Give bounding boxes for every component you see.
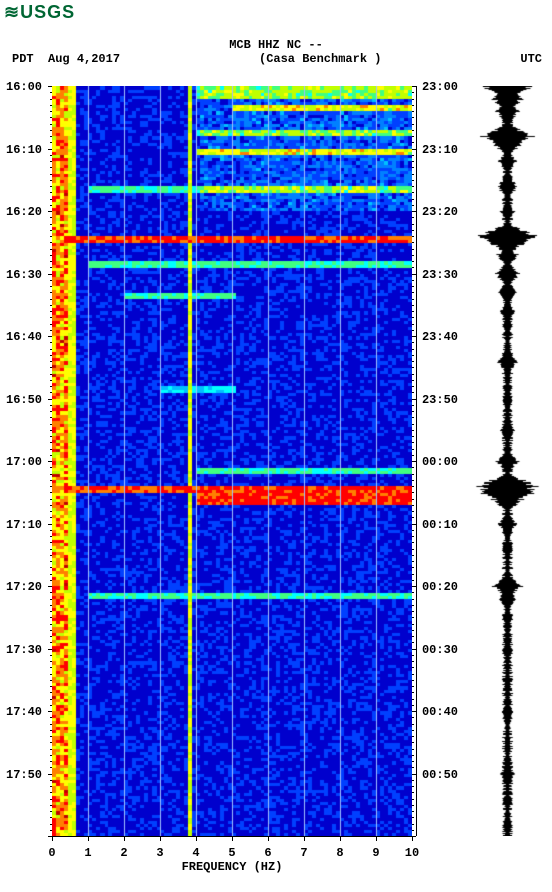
- x-tick: 3: [156, 846, 163, 860]
- x-tick: 1: [84, 846, 91, 860]
- y-tick-left: 16:20: [6, 205, 52, 219]
- x-tick: 8: [336, 846, 343, 860]
- y-tick-right: 00:10: [412, 518, 458, 532]
- y-tick-left: 17:00: [6, 455, 52, 469]
- y-tick-right: 23:40: [412, 330, 458, 344]
- x-tick: 0: [48, 846, 55, 860]
- y-tick-left: 17:30: [6, 643, 52, 657]
- spectrogram-panel: [52, 86, 412, 836]
- y-axis-right: 23:0023:1023:2023:3023:4023:5000:0000:10…: [412, 86, 458, 836]
- y-tick-left: 16:40: [6, 330, 52, 344]
- x-tick: 4: [192, 846, 199, 860]
- y-tick-right: 23:20: [412, 205, 458, 219]
- station-id: MCB HHZ NC --: [0, 38, 552, 52]
- y-tick-left: 16:50: [6, 393, 52, 407]
- seismogram-canvas: [470, 86, 545, 836]
- y-tick-left: 17:50: [6, 768, 52, 782]
- x-axis: FREQUENCY (HZ) 012345678910: [52, 836, 412, 876]
- utc-label: UTC: [520, 52, 542, 66]
- x-tick: 6: [264, 846, 271, 860]
- pdt-label: PDT Aug 4,2017: [12, 52, 120, 66]
- x-tick: 5: [228, 846, 235, 860]
- y-tick-right: 00:40: [412, 705, 458, 719]
- y-tick-left: 16:00: [6, 80, 52, 94]
- y-tick-right: 00:20: [412, 580, 458, 594]
- y-tick-right: 00:00: [412, 455, 458, 469]
- y-tick-right: 23:30: [412, 268, 458, 282]
- seismogram-panel: [470, 86, 545, 836]
- y-tick-right: 23:10: [412, 143, 458, 157]
- y-axis-left: 16:0016:1016:2016:3016:4016:5017:0017:10…: [6, 86, 52, 836]
- y-tick-right: 23:50: [412, 393, 458, 407]
- spectrogram-canvas: [52, 86, 412, 836]
- y-tick-right: 23:00: [412, 80, 458, 94]
- y-tick-left: 17:10: [6, 518, 52, 532]
- chart-header: MCB HHZ NC -- PDT Aug 4,2017 (Casa Bench…: [0, 38, 552, 66]
- y-tick-left: 17:20: [6, 580, 52, 594]
- x-tick: 7: [300, 846, 307, 860]
- y-tick-left: 16:30: [6, 268, 52, 282]
- page: ≋USGS MCB HHZ NC -- PDT Aug 4,2017 (Casa…: [0, 0, 552, 892]
- location-label: (Casa Benchmark ): [259, 52, 381, 66]
- y-tick-right: 00:30: [412, 643, 458, 657]
- y-tick-left: 17:40: [6, 705, 52, 719]
- usgs-logo: ≋USGS: [4, 2, 75, 23]
- x-axis-label: FREQUENCY (HZ): [52, 860, 412, 874]
- x-tick: 10: [405, 846, 419, 860]
- x-tick: 9: [372, 846, 379, 860]
- x-tick: 2: [120, 846, 127, 860]
- y-tick-right: 00:50: [412, 768, 458, 782]
- y-tick-left: 16:10: [6, 143, 52, 157]
